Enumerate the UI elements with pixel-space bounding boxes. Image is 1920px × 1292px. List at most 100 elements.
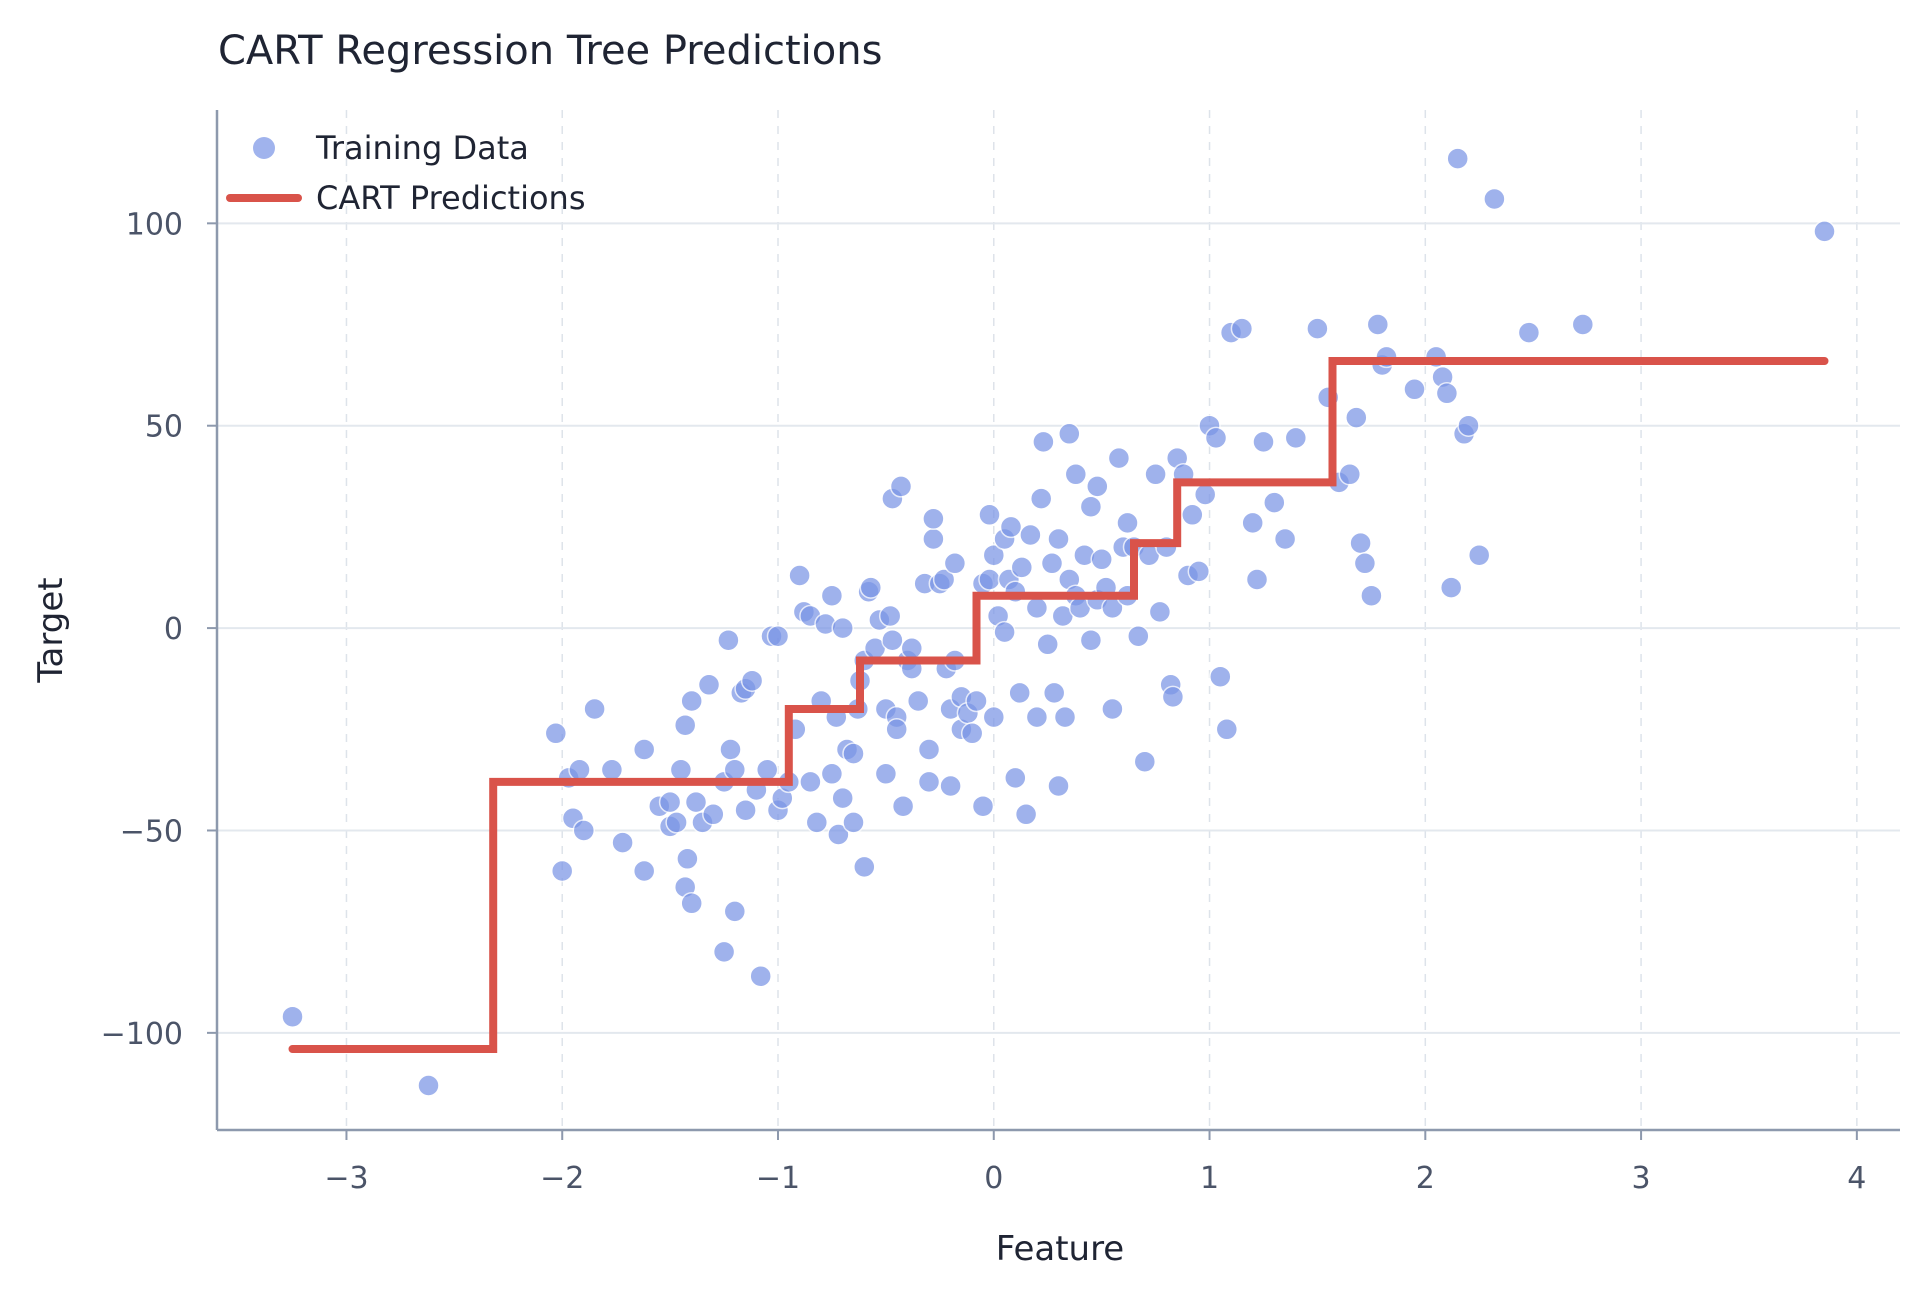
y-tick-label-4: 100	[126, 207, 183, 242]
data-point-19	[680, 689, 703, 713]
data-point-18	[673, 713, 697, 737]
data-point-67	[859, 576, 883, 599]
data-point-28	[717, 628, 740, 652]
data-point-41	[766, 624, 790, 648]
axes	[215, 110, 1900, 1132]
data-point-102	[978, 503, 1001, 527]
data-point-117	[1025, 596, 1049, 620]
data-point-178	[1349, 531, 1372, 555]
data-point-85	[917, 738, 941, 761]
data-point-127	[1053, 705, 1077, 729]
data-point-84	[917, 770, 941, 794]
data-point-11	[632, 859, 656, 883]
y-tick-label-0: −100	[101, 1017, 183, 1052]
y-tick-label-2: 0	[164, 612, 183, 647]
data-point-168	[1245, 568, 1269, 591]
data-point-179	[1353, 552, 1377, 575]
data-point-29	[712, 940, 736, 964]
x-tick-label-5: 2	[1416, 1161, 1435, 1196]
data-point-158	[1181, 503, 1204, 527]
data-point-57	[831, 786, 854, 810]
data-point-81	[900, 637, 924, 660]
y-ticks: −100 −50 0 50 100	[101, 207, 217, 1052]
data-point-192	[1467, 543, 1491, 567]
data-point-181	[1366, 313, 1390, 336]
x-tick-label-6: 3	[1632, 1161, 1651, 1196]
data-point-113	[1008, 681, 1031, 705]
data-point-56	[827, 823, 850, 846]
data-point-134	[1079, 495, 1103, 518]
data-point-32	[723, 900, 747, 923]
data-point-65	[853, 855, 876, 879]
data-point-38	[749, 964, 772, 988]
data-point-14	[658, 790, 682, 814]
data-point-60	[842, 811, 865, 834]
data-point-89	[932, 568, 956, 591]
data-point-92	[939, 774, 962, 798]
data-point-187	[1435, 382, 1459, 405]
data-point-191	[1457, 414, 1480, 437]
data-point-159	[1187, 560, 1211, 583]
data-point-103	[978, 568, 1001, 591]
data-point-0	[281, 1005, 304, 1028]
data-point-16	[665, 811, 688, 834]
data-point-86	[922, 527, 945, 551]
data-point-135	[1079, 628, 1103, 652]
data-point-123	[1042, 681, 1066, 705]
data-point-170	[1263, 491, 1286, 514]
legend-label-cart-predictions: CART Predictions	[316, 179, 586, 217]
data-point-105	[982, 543, 1006, 567]
x-ticks: −3 −2 −1 0 1 2 3 4	[324, 1130, 1866, 1196]
data-point-104	[982, 705, 1006, 729]
data-point-166	[1230, 317, 1254, 340]
data-point-188	[1439, 576, 1463, 599]
data-point-73	[881, 628, 904, 652]
data-point-22	[680, 892, 703, 915]
data-point-136	[1086, 475, 1109, 498]
data-point-119	[1029, 487, 1053, 510]
y-axis-label: Target	[31, 577, 71, 683]
x-axis-label: Feature	[996, 1229, 1124, 1269]
data-point-171	[1273, 527, 1297, 551]
data-point-189	[1446, 147, 1469, 170]
data-point-114	[1010, 556, 1034, 579]
data-point-7	[572, 819, 596, 842]
data-point-118	[1025, 705, 1049, 729]
data-point-193	[1483, 187, 1506, 211]
legend: Training Data CART Predictions	[226, 129, 586, 217]
data-point-31	[723, 758, 747, 782]
data-point-164	[1215, 718, 1239, 741]
data-point-26	[702, 803, 725, 826]
data-point-177	[1345, 406, 1368, 429]
data-point-58	[831, 616, 854, 640]
x-tick-label-7: 4	[1847, 1161, 1866, 1196]
data-point-151	[1148, 600, 1172, 624]
data-point-184	[1403, 378, 1426, 401]
data-point-53	[820, 762, 844, 786]
data-point-76	[885, 718, 908, 741]
data-point-25	[697, 673, 721, 697]
grid	[217, 110, 1900, 1130]
data-point-35	[740, 669, 764, 692]
data-point-61	[842, 742, 865, 765]
data-point-17	[669, 758, 693, 782]
data-point-77	[889, 475, 913, 498]
legend-marker-training-data	[253, 137, 275, 159]
data-point-111	[1004, 766, 1027, 790]
data-point-172	[1284, 426, 1308, 450]
data-point-82	[906, 689, 930, 713]
prediction-line-group	[288, 357, 1829, 1053]
data-point-3	[550, 859, 574, 883]
data-point-148	[1133, 750, 1157, 773]
scatter-points	[281, 147, 1836, 1097]
data-point-46	[788, 564, 811, 587]
data-point-10	[611, 831, 634, 854]
x-tick-label-0: −3	[324, 1161, 368, 1196]
data-point-23	[684, 790, 708, 814]
data-point-99	[965, 689, 988, 713]
data-point-140	[1101, 697, 1124, 721]
data-point-128	[1058, 422, 1081, 446]
data-point-5	[568, 758, 591, 782]
data-point-194	[1517, 321, 1541, 344]
